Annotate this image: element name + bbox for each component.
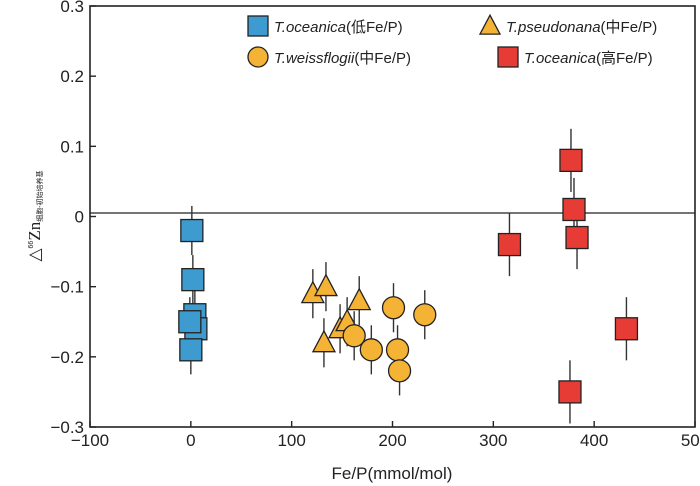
data-point [181,267,205,292]
y-tick-label: −0.3 [50,418,84,437]
data-points [178,128,639,424]
data-point [497,232,522,257]
y-tick-label: −0.2 [50,348,84,367]
y-tick-label: 0.1 [60,137,84,156]
x-tick-label: 400 [580,431,608,450]
data-point [387,359,412,383]
data-point [313,273,339,297]
series-group [342,283,437,396]
legend-marker [497,46,519,68]
y-axis-label-main: Zn [25,221,44,240]
y-tick-label: 0.3 [60,0,84,16]
data-point [342,324,366,348]
data-point [614,317,639,341]
data-point [179,338,203,362]
x-tick-label: 200 [378,431,406,450]
y-axis-label-sub: 细胞-初始培养基 [35,170,44,221]
data-point [311,329,337,353]
x-tick-label: 100 [277,431,305,450]
y-tick-label: 0.2 [60,67,84,86]
data-point [381,296,406,320]
legend-marker [247,46,269,68]
data-point [178,310,202,334]
legend-label: T.oceanica(高Fe/P) [524,50,653,67]
legend-label: T.pseudonana(中Fe/P) [506,19,657,36]
data-point [413,303,437,327]
legend: T.oceanica(低Fe/P) T.weissflogii(中Fe/P) T.p… [247,13,657,68]
y-tick-label: 0 [75,208,84,227]
data-point [559,148,583,173]
y-tick-label: −0.1 [50,278,84,297]
data-point [565,225,589,250]
x-axis-label: Fe/P(mmol/mol) [332,464,453,483]
legend-marker [247,15,269,37]
legend-label: T.weissflogii(中Fe/P) [274,50,411,67]
x-axis: −100 0 100 200 300 400 500 [71,421,700,450]
x-tick-label: 0 [186,431,195,450]
series-group [178,205,208,375]
data-point [347,287,372,311]
data-point [180,218,204,243]
y-axis: −0.3 −0.2 −0.1 0 0.1 0.2 0.3 [50,0,96,437]
x-tick-label: −100 [71,431,109,450]
y-axis-label: △66Zn细胞-初始培养基 [25,170,44,261]
x-tick-label: 300 [479,431,507,450]
x-tick-label: 500 [681,431,700,450]
y-axis-label-prefix: △ [25,248,44,262]
series-group [497,128,639,424]
legend-label: T.oceanica(低Fe/P) [274,19,403,36]
data-point [562,197,586,222]
y-axis-label-sup: 66 [28,241,35,249]
data-point [385,338,410,362]
legend-marker [478,13,502,35]
data-point [558,380,582,404]
data-point [359,338,383,362]
